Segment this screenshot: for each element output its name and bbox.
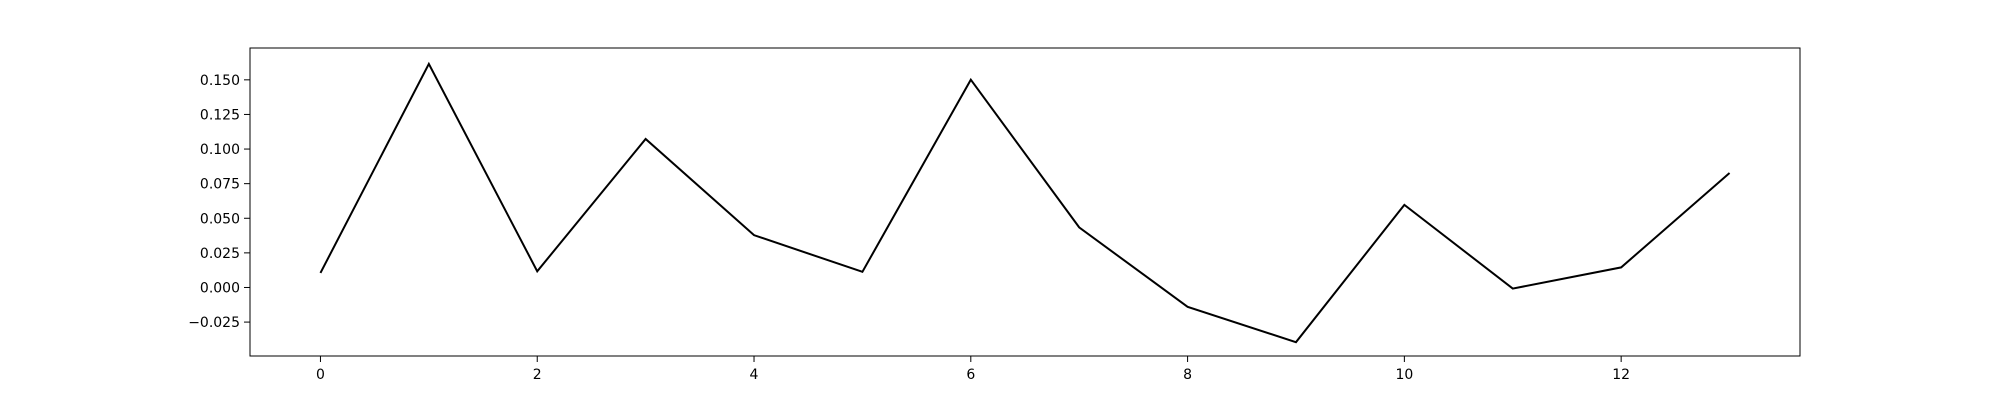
data-point (1511, 287, 1515, 291)
series-line-0 (319, 61, 1731, 344)
x-tick-label: 10 (1395, 367, 1413, 383)
data-point (752, 233, 756, 237)
plot-area-frame (249, 47, 1801, 357)
y-tick-label: 0.150 (200, 73, 240, 89)
data-point (969, 78, 973, 82)
data-point (1077, 225, 1081, 229)
data-point (1728, 171, 1732, 175)
data-point (860, 270, 864, 274)
y-tick-label: 0.125 (200, 107, 240, 123)
data-point (1186, 305, 1190, 309)
data-point (644, 137, 648, 141)
y-tick-label: 0.050 (200, 211, 240, 227)
x-tick-label: 8 (1183, 367, 1192, 383)
y-tick-label: 0.075 (200, 177, 240, 193)
data-point (1619, 265, 1623, 269)
y-tick-label: 0.000 (200, 280, 240, 296)
series-layer (318, 61, 1732, 344)
x-tick-label: 0 (316, 367, 325, 383)
x-tick-label: 2 (533, 367, 542, 383)
data-point (535, 269, 539, 273)
data-point (427, 62, 431, 66)
data-point (1402, 203, 1406, 207)
x-tick-label: 6 (966, 367, 975, 383)
y-tick-label: 0.025 (200, 246, 240, 262)
y-tick-label: 0.100 (200, 142, 240, 158)
data-point (318, 271, 322, 275)
x-tick-label: 4 (750, 367, 759, 383)
data-point (1294, 340, 1298, 344)
x-tick-label: 12 (1612, 367, 1630, 383)
ticks-layer: 0 2 4 6 8 10 12 −0.025 0.000 0.025 0.050 0.075 0.100… (188, 73, 1630, 383)
y-tick-label: −0.025 (188, 315, 240, 331)
